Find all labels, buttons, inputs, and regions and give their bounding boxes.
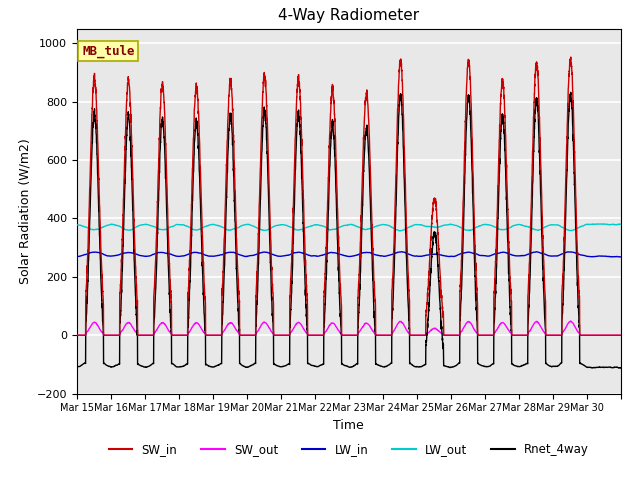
SW_in	[491, 282, 499, 288]
LW_out	[166, 224, 174, 230]
LW_out	[617, 221, 625, 227]
LW_out	[425, 224, 433, 229]
Title: 4-Way Radiometer: 4-Way Radiometer	[278, 9, 419, 24]
LW_out	[475, 223, 483, 229]
LW_out	[73, 222, 81, 228]
Line: LW_out: LW_out	[77, 224, 621, 231]
SW_out	[425, 330, 433, 336]
SW_out	[617, 332, 625, 338]
LW_in	[436, 252, 444, 258]
Rnet_4way	[491, 312, 499, 318]
Line: SW_in: SW_in	[77, 57, 621, 335]
LW_in	[166, 252, 174, 257]
LW_out	[499, 227, 507, 233]
SW_out	[167, 330, 175, 336]
Rnet_4way	[425, 308, 433, 314]
SW_out	[436, 329, 444, 335]
SW_out	[491, 330, 499, 336]
SW_out	[475, 332, 483, 338]
Rnet_4way	[499, 111, 507, 117]
Rnet_4way	[567, 89, 575, 95]
SW_in	[436, 265, 444, 271]
LW_in	[491, 251, 499, 257]
SW_in	[567, 54, 575, 60]
SW_in	[617, 332, 625, 338]
SW_out	[134, 332, 141, 338]
SW_in	[166, 287, 174, 293]
LW_out	[396, 228, 404, 234]
Rnet_4way	[617, 365, 625, 371]
Text: MB_tule: MB_tule	[82, 44, 135, 58]
LW_in	[397, 249, 405, 254]
SW_out	[568, 318, 575, 324]
Line: Rnet_4way: Rnet_4way	[77, 92, 621, 368]
LW_in	[617, 254, 625, 260]
Rnet_4way	[475, 361, 483, 367]
Line: SW_out: SW_out	[77, 321, 621, 335]
SW_in	[499, 76, 507, 82]
Legend: SW_in, SW_out, LW_in, LW_out, Rnet_4way: SW_in, SW_out, LW_in, LW_out, Rnet_4way	[104, 438, 594, 461]
SW_in	[475, 332, 483, 338]
Rnet_4way	[436, 296, 444, 302]
LW_in	[499, 249, 507, 255]
Rnet_4way	[615, 365, 623, 371]
LW_in	[475, 252, 483, 258]
SW_in	[425, 277, 433, 283]
Line: LW_in: LW_in	[77, 252, 621, 257]
LW_in	[425, 252, 433, 258]
LW_out	[436, 224, 444, 230]
SW_out	[73, 332, 81, 338]
SW_out	[499, 320, 507, 325]
Rnet_4way	[73, 364, 81, 370]
LW_in	[73, 253, 81, 259]
Y-axis label: Solar Radiation (W/m2): Solar Radiation (W/m2)	[18, 138, 31, 284]
LW_out	[491, 224, 499, 230]
LW_out	[595, 221, 602, 227]
X-axis label: Time: Time	[333, 419, 364, 432]
SW_in	[73, 332, 81, 338]
Rnet_4way	[166, 317, 174, 323]
